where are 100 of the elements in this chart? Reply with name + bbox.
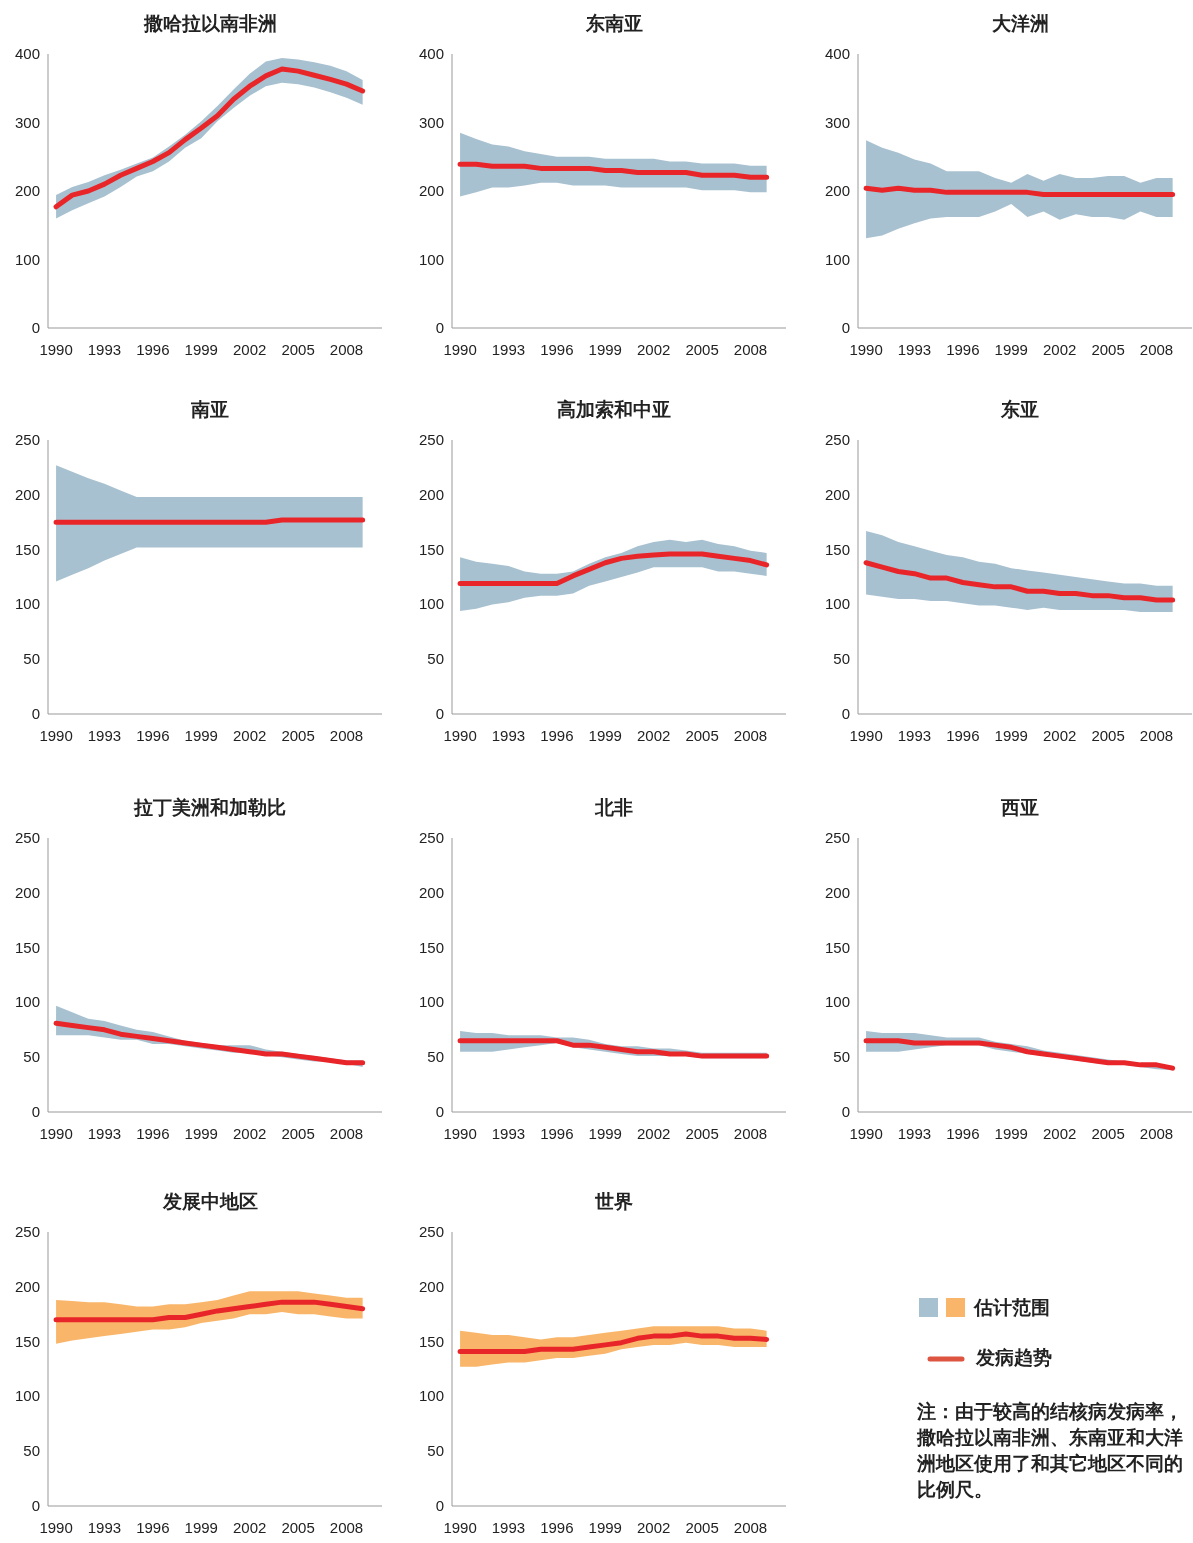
x-tick-label: 1999 xyxy=(588,1519,622,1536)
y-tick-label: 0 xyxy=(435,319,444,336)
x-tick-label: 1999 xyxy=(184,1519,218,1536)
x-tick-label: 2002 xyxy=(637,1519,671,1536)
x-tick-label: 2008 xyxy=(329,1519,364,1536)
x-tick-label: 1993 xyxy=(897,727,932,744)
x-tick-label: 2005 xyxy=(685,1125,719,1142)
x-tick-label: 1993 xyxy=(87,1125,122,1142)
x-tick-label: 2002 xyxy=(233,341,267,358)
y-tick-label: 250 xyxy=(14,1223,40,1240)
y-tick-label: 100 xyxy=(418,250,444,268)
x-tick-label: 1993 xyxy=(491,1519,526,1536)
y-tick-label: 150 xyxy=(14,1332,40,1350)
y-tick-label: 100 xyxy=(824,250,850,268)
x-tick-label: 1999 xyxy=(588,341,622,358)
y-tick-label: 250 xyxy=(824,431,850,448)
y-tick-label: 100 xyxy=(418,1387,444,1405)
x-tick-label: 2002 xyxy=(1043,1125,1077,1142)
y-tick-label: 200 xyxy=(418,485,444,503)
y-tick-label: 0 xyxy=(31,1103,40,1120)
x-tick-label: 1996 xyxy=(540,1125,574,1142)
x-tick-label: 2005 xyxy=(685,727,719,744)
y-tick-label: 200 xyxy=(14,485,40,503)
y-tick-label: 50 xyxy=(23,650,40,668)
y-tick-label: 50 xyxy=(427,650,444,668)
x-tick-label: 2005 xyxy=(281,1125,315,1142)
x-tick-label: 1990 xyxy=(39,1519,73,1536)
x-tick-label: 2008 xyxy=(1139,1125,1174,1142)
x-tick-label: 1993 xyxy=(87,1519,122,1536)
y-tick-label: 0 xyxy=(841,705,850,722)
y-tick-label: 200 xyxy=(14,1277,40,1295)
x-tick-label: 1996 xyxy=(946,341,980,358)
x-tick-label: 2005 xyxy=(281,727,315,744)
x-tick-label: 1993 xyxy=(897,341,932,358)
y-tick-label: 50 xyxy=(23,1442,40,1460)
x-tick-label: 2008 xyxy=(733,727,768,744)
y-tick-label: 100 xyxy=(824,993,850,1011)
x-tick-label: 2002 xyxy=(1043,727,1077,744)
y-tick-label: 150 xyxy=(14,540,40,558)
x-tick-label: 2002 xyxy=(637,727,671,744)
y-tick-label: 300 xyxy=(824,113,850,131)
y-tick-label: 200 xyxy=(418,182,444,199)
y-tick-label: 200 xyxy=(418,1277,444,1295)
x-tick-label: 1990 xyxy=(39,727,73,744)
y-tick-label: 0 xyxy=(31,1497,40,1514)
x-tick-label: 2008 xyxy=(1139,727,1174,744)
x-tick-label: 1999 xyxy=(994,727,1028,744)
x-tick-label: 1996 xyxy=(540,1519,574,1536)
x-tick-label: 1999 xyxy=(588,1125,622,1142)
x-tick-label: 2002 xyxy=(233,727,267,744)
y-tick-label: 400 xyxy=(14,45,40,62)
x-tick-label: 1990 xyxy=(39,1125,73,1142)
chart-title: 北非 xyxy=(594,797,633,818)
y-tick-label: 200 xyxy=(824,485,850,503)
x-tick-label: 1996 xyxy=(136,1519,170,1536)
x-tick-label: 2005 xyxy=(685,341,719,358)
chart-title: 东亚 xyxy=(1000,399,1039,420)
y-tick-label: 0 xyxy=(435,705,444,722)
x-tick-label: 2005 xyxy=(1091,341,1125,358)
y-tick-label: 50 xyxy=(427,1442,444,1460)
text: 估计范围 xyxy=(973,1297,1050,1318)
x-tick-label: 1996 xyxy=(136,341,170,358)
y-tick-label: 150 xyxy=(824,540,850,558)
chart-title: 大洋洲 xyxy=(991,13,1049,34)
y-tick-label: 0 xyxy=(841,1103,850,1120)
chart-title: 南亚 xyxy=(190,399,229,420)
chart-title: 撒哈拉以南非洲 xyxy=(142,13,277,34)
y-tick-label: 150 xyxy=(418,1332,444,1350)
chart-title: 高加索和中亚 xyxy=(557,399,671,420)
y-tick-label: 100 xyxy=(14,993,40,1011)
chart-title: 东南亚 xyxy=(584,13,643,34)
y-tick-label: 300 xyxy=(14,113,40,131)
y-tick-label: 100 xyxy=(14,595,40,613)
x-tick-label: 1990 xyxy=(443,727,477,744)
x-tick-label: 2008 xyxy=(1139,341,1174,358)
x-tick-label: 1993 xyxy=(491,1125,526,1142)
x-tick-label: 2002 xyxy=(1043,341,1077,358)
y-tick-label: 0 xyxy=(31,319,40,336)
y-tick-label: 100 xyxy=(418,993,444,1011)
x-tick-label: 1993 xyxy=(87,341,122,358)
chart-title: 发展中地区 xyxy=(161,1191,258,1212)
x-tick-label: 1999 xyxy=(994,1125,1028,1142)
y-tick-label: 400 xyxy=(824,45,850,62)
y-tick-label: 250 xyxy=(418,1223,444,1240)
x-tick-label: 1999 xyxy=(994,341,1028,358)
y-tick-label: 200 xyxy=(14,883,40,901)
y-tick-label: 50 xyxy=(833,650,850,668)
x-tick-label: 1999 xyxy=(184,341,218,358)
y-tick-label: 200 xyxy=(824,883,850,901)
y-tick-label: 100 xyxy=(824,595,850,613)
y-tick-label: 200 xyxy=(14,182,40,199)
x-tick-label: 1996 xyxy=(540,341,574,358)
x-tick-label: 2005 xyxy=(1091,727,1125,744)
x-tick-label: 2002 xyxy=(233,1125,267,1142)
x-tick-label: 1990 xyxy=(39,341,73,358)
y-tick-label: 50 xyxy=(427,1048,444,1066)
y-tick-label: 200 xyxy=(418,883,444,901)
y-tick-label: 50 xyxy=(833,1048,850,1066)
text: 发病趋势 xyxy=(975,1347,1052,1368)
x-tick-label: 2008 xyxy=(733,341,768,358)
